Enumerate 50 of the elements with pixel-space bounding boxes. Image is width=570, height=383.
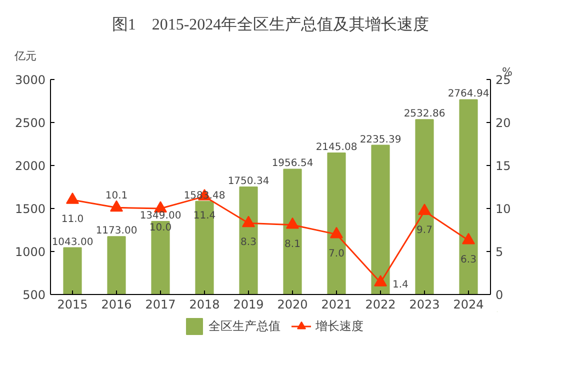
y2-tick-label: 20	[496, 116, 511, 130]
x-tick-label: 2019	[233, 298, 264, 312]
data-label: 8.1	[284, 238, 300, 250]
chart-title: 图1 2015-2024年全区生产总值及其增长速度	[112, 16, 430, 34]
y2-tick-label: 5	[496, 245, 504, 259]
y-tick-label: 1500	[14, 202, 46, 216]
data-label: 2764.94	[448, 88, 490, 100]
data-label: 2235.39	[360, 134, 402, 146]
y-tick-label: 2000	[14, 159, 46, 173]
x-tick-label: 2023	[409, 298, 440, 312]
data-label: 10.1	[105, 190, 128, 202]
y-tick-label: 3000	[14, 73, 46, 87]
x-tick-label: 2021	[321, 298, 352, 312]
y2-tick-label: 15	[496, 159, 511, 173]
x-tick-label: 2020	[277, 298, 308, 312]
y-tick-label: 500	[22, 288, 46, 302]
point	[66, 192, 79, 204]
data-label: 9.7	[416, 225, 432, 236]
data-label: 1956.54	[272, 158, 314, 170]
data-label: 1750.34	[228, 176, 270, 187]
point	[330, 226, 343, 238]
data-label: 1043.00	[52, 236, 94, 248]
data-label: 1.4	[392, 279, 408, 290]
point	[242, 216, 255, 228]
data-label: 1173.00	[96, 226, 138, 237]
data-label: 7.0	[328, 248, 344, 260]
legend-label: 增长速度	[316, 318, 364, 334]
x-tick-label: 2022	[365, 298, 396, 312]
data-label: 2532.86	[404, 108, 446, 120]
data-label: 1349.00	[140, 210, 182, 222]
point	[418, 204, 431, 216]
x-tick-label: 2018	[189, 298, 220, 312]
point	[110, 200, 123, 212]
y-axis-title: 亿元	[14, 50, 36, 62]
point	[286, 217, 299, 229]
y-tick-label: 2500	[14, 116, 46, 130]
x-tick-label: 2017	[145, 298, 176, 312]
legend-label: 全区生产总值	[208, 318, 280, 334]
data-label: 11.0	[61, 214, 84, 225]
y2-tick-label: 0	[496, 288, 504, 302]
data-label: 8.3	[240, 237, 256, 248]
data-label: 2145.08	[316, 142, 358, 154]
y-tick-label: 1000	[14, 245, 46, 259]
y2-tick-label: 10	[496, 202, 511, 216]
point	[374, 275, 387, 286]
x-tick-label: 2015	[57, 298, 88, 312]
x-tick-label: 2024	[453, 298, 484, 312]
data-label: 6.3	[460, 254, 476, 266]
x-tick-label: 2016	[101, 298, 132, 312]
point	[462, 232, 475, 244]
